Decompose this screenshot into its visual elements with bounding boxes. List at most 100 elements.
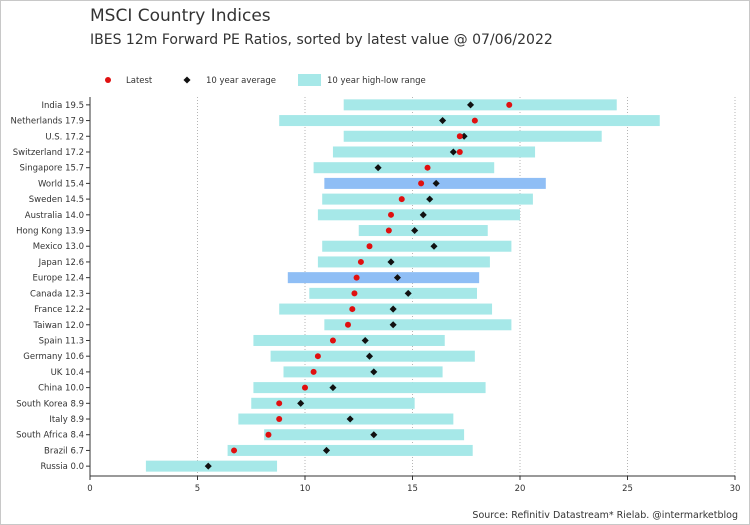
average-marker <box>467 101 475 109</box>
y-tick-label: Hong Kong 13.9 <box>16 227 84 237</box>
y-tick-label: France 12.2 <box>34 305 84 315</box>
y-tick-label: Australia 14.0 <box>25 211 84 221</box>
range-bar <box>238 413 454 425</box>
chart-subtitle: IBES 12m Forward PE Ratios, sorted by la… <box>90 32 553 48</box>
average-marker <box>365 352 374 360</box>
y-tick-label: India 19.5 <box>42 101 85 111</box>
latest-marker <box>424 164 431 171</box>
chart-title: MSCI Country Indices <box>90 6 271 26</box>
y-tick-label: Italy 8.9 <box>49 415 84 425</box>
x-tick-label: 5 <box>195 484 200 494</box>
legend: Latest 10 year average 10 year high-low … <box>105 74 426 86</box>
latest-marker <box>385 227 392 234</box>
grid-lines <box>197 97 736 476</box>
average-marker <box>297 399 305 407</box>
x-tick-label: 30 <box>730 484 741 494</box>
y-tick-label: China 10.0 <box>38 384 84 394</box>
y-tick-label: South Africa 8.4 <box>16 431 84 441</box>
latest-marker <box>388 211 394 218</box>
x-tick-label: 15 <box>407 484 418 494</box>
range-bar <box>251 397 415 409</box>
range-bar <box>253 382 486 394</box>
y-tick-label: UK 10.4 <box>51 368 84 378</box>
y-tick-label: Switzerland 17.2 <box>13 148 84 158</box>
y-tick-label: U.S. 17.2 <box>45 132 84 142</box>
latest-marker <box>276 400 283 407</box>
average-marker <box>346 415 354 423</box>
average-marker <box>426 195 434 203</box>
latest-marker <box>506 101 513 108</box>
y-tick-label: Japan 12.6 <box>38 258 84 268</box>
range-bars <box>145 99 660 472</box>
average-marker <box>393 274 401 282</box>
latest-marker <box>357 258 364 265</box>
latest-marker <box>471 117 478 124</box>
average-markers <box>204 101 475 470</box>
y-axis-labels: India 19.5 Netherlands 17.9 U.S. 17.2 Switz… <box>11 101 90 472</box>
average-marker <box>430 242 438 250</box>
latest-marker <box>329 337 336 344</box>
latest-marker <box>456 133 463 140</box>
average-marker <box>329 384 337 392</box>
y-tick-label: South Korea 8.9 <box>16 399 84 409</box>
range-bar <box>264 429 465 441</box>
average-marker <box>204 462 212 470</box>
average-marker <box>322 446 331 454</box>
source-note: Source: Refinitiv Datastream* Rielab. @i… <box>472 510 738 521</box>
y-tick-label: Canada 12.3 <box>30 289 84 299</box>
y-tick-label: Taiwan 12.0 <box>32 321 84 331</box>
latest-markers <box>231 101 513 454</box>
latest-marker <box>349 306 356 313</box>
range-bar <box>317 209 520 221</box>
latest-marker <box>231 447 238 454</box>
average-marker <box>439 117 447 125</box>
average-marker <box>449 148 457 156</box>
average-marker <box>370 368 378 376</box>
y-tick-label: Netherlands 17.9 <box>11 117 84 127</box>
latest-marker <box>276 416 283 423</box>
average-marker <box>432 179 440 187</box>
x-tick-label: 0 <box>87 484 92 494</box>
range-bar <box>279 115 660 127</box>
latest-marker <box>398 196 405 203</box>
latest-marker <box>456 148 463 155</box>
y-tick-label: Brazil 6.7 <box>44 446 84 456</box>
range-bar <box>324 319 512 331</box>
latest-marker <box>310 368 317 375</box>
range-bar <box>343 99 617 111</box>
legend-latest-marker <box>105 77 111 83</box>
y-tick-label: World 15.4 <box>38 179 84 189</box>
range-bar <box>322 240 512 252</box>
latest-marker <box>314 353 321 360</box>
legend-range-swatch <box>298 74 321 86</box>
range-bar <box>227 444 473 456</box>
x-tick-label: 20 <box>515 484 526 494</box>
average-marker <box>387 258 395 266</box>
latest-marker <box>265 431 272 438</box>
y-tick-label: Russia 0.0 <box>40 462 84 472</box>
latest-marker <box>366 243 373 250</box>
y-tick-label: Singapore 15.7 <box>19 164 84 174</box>
legend-average-marker <box>183 76 191 84</box>
y-tick-label: Sweden 14.5 <box>29 195 84 205</box>
y-tick-label: Mexico 13.0 <box>33 242 84 252</box>
latest-marker <box>353 274 360 281</box>
range-bar <box>287 272 480 284</box>
latest-marker <box>351 290 358 297</box>
range-bar <box>253 334 445 346</box>
average-marker <box>460 132 468 140</box>
x-axis: 0 5 10 15 20 25 30 <box>87 97 740 494</box>
latest-marker <box>302 384 308 391</box>
average-marker <box>370 431 378 439</box>
x-tick-label: 25 <box>622 484 633 494</box>
range-bar <box>279 303 493 315</box>
average-marker <box>361 336 369 345</box>
legend-average-label: 10 year average <box>206 76 276 86</box>
x-tick-label: 10 <box>300 484 311 494</box>
range-bar <box>332 146 536 158</box>
range-bar <box>317 256 490 268</box>
latest-marker <box>418 180 425 187</box>
average-marker <box>404 289 412 297</box>
range-bar <box>313 162 495 174</box>
